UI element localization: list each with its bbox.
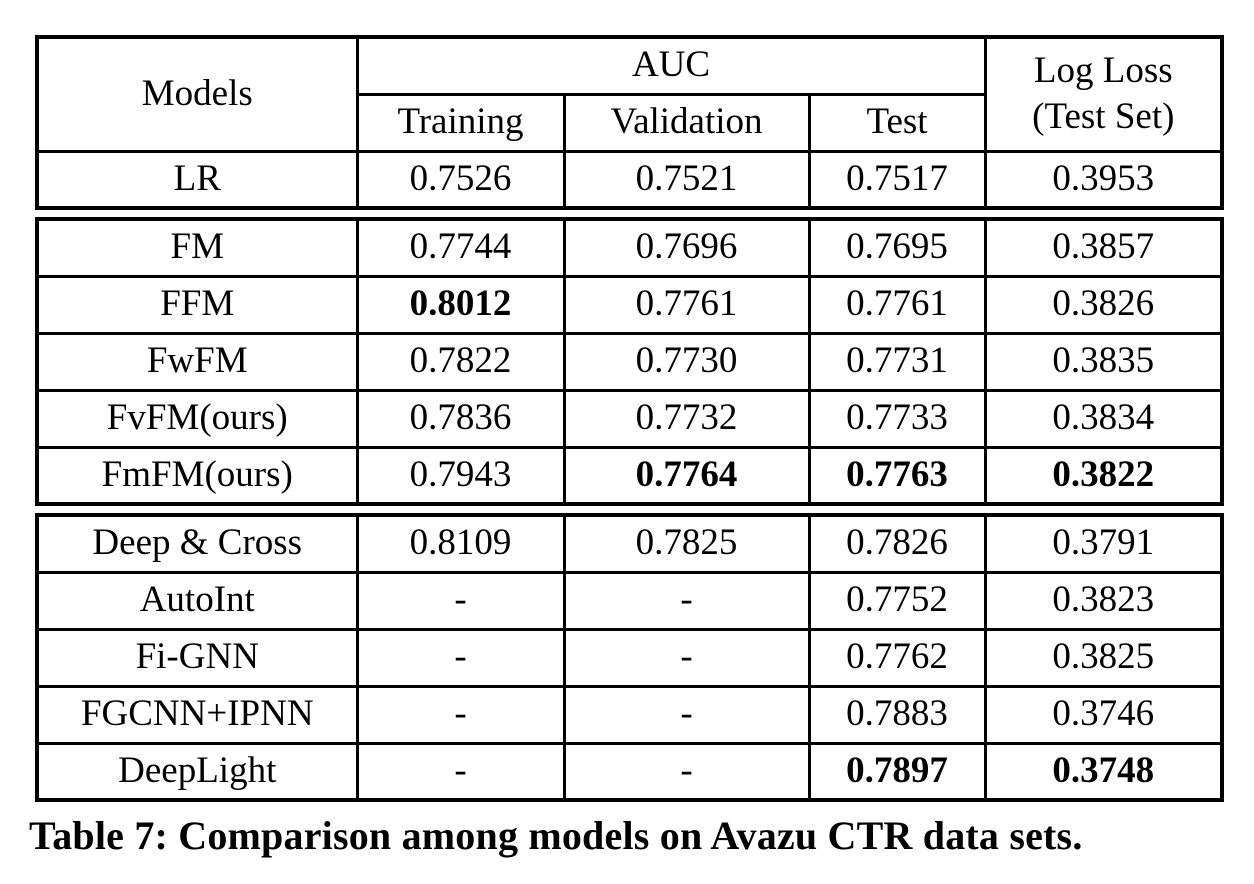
logloss-cell: 0.3823 [983,570,1224,631]
model-cell: FwFM [35,331,359,392]
logloss-cell: 0.3746 [983,684,1224,745]
header-validation: Validation [562,92,811,153]
header-logloss-line1: Log Loss [1033,50,1173,91]
logloss-cell: 0.3953 [983,149,1224,210]
auc-training-cell: 0.7943 [355,445,566,506]
header-auc: AUC [355,35,987,96]
model-cell: FFM [35,274,359,335]
auc-test-cell: 0.7897 [807,741,987,802]
auc-validation-cell: - [562,741,811,802]
logloss-cell: 0.3825 [983,627,1224,688]
auc-validation-cell: - [562,684,811,745]
table-caption: Table 7: Comparison among models on Avaz… [29,813,1083,858]
auc-training-cell: - [355,741,566,802]
table-row: AutoInt - - 0.7752 0.3823 [35,570,1224,631]
table-row: DeepLight - - 0.7897 0.3748 [35,741,1224,802]
auc-test-cell: 0.7763 [807,445,987,506]
logloss-cell: 0.3748 [983,741,1224,802]
model-cell: Deep & Cross [35,513,359,574]
table-row: FvFM(ours) 0.7836 0.7732 0.7733 0.3834 [35,388,1224,449]
auc-test-cell: 0.7731 [807,331,987,392]
auc-training-cell: - [355,570,566,631]
table-row: Fi-GNN - - 0.7762 0.3825 [35,627,1224,688]
auc-validation-cell: 0.7764 [562,445,811,506]
auc-training-cell: 0.7836 [355,388,566,449]
header-row-sub: Training Validation Test [37,92,1222,153]
header-row-top: Models AUC Log Loss (Test Set) [35,35,1224,153]
auc-training-cell: - [355,684,566,745]
model-cell: DeepLight [35,741,359,802]
auc-training-cell: 0.8109 [355,513,566,574]
auc-validation-cell: - [562,570,811,631]
auc-validation-cell: 0.7825 [562,513,811,574]
logloss-cell: 0.3826 [983,274,1224,335]
header-models: Models [35,35,359,153]
auc-validation-cell: 0.7761 [562,274,811,335]
auc-training-cell: 0.7822 [355,331,566,392]
table-row: Deep & Cross 0.8109 0.7825 0.7826 0.3791 [35,513,1224,574]
model-cell: FmFM(ours) [35,445,359,506]
auc-training-cell: 0.7744 [355,217,566,278]
header-logloss-line2: (Test Set) [1032,96,1175,138]
logloss-cell: 0.3857 [983,217,1224,278]
model-cell: FGCNN+IPNN [35,684,359,745]
auc-test-cell: 0.7752 [807,570,987,631]
auc-training-cell: 0.7526 [355,149,566,210]
auc-test-cell: 0.7517 [807,149,987,210]
table-row: LR 0.7526 0.7521 0.7517 0.3953 [35,149,1224,210]
model-cell: LR [35,149,359,210]
auc-validation-cell: - [562,627,811,688]
results-table-deep-section: Deep & Cross 0.8109 0.7825 0.7826 0.3791… [35,513,1224,802]
logloss-cell: 0.3791 [983,513,1224,574]
auc-validation-cell: 0.7732 [562,388,811,449]
auc-test-cell: 0.7762 [807,627,987,688]
model-cell: FM [35,217,359,278]
table-row: FM 0.7744 0.7696 0.7695 0.3857 [35,217,1224,278]
header-logloss: Log Loss (Test Set) [983,35,1224,153]
model-cell: AutoInt [35,570,359,631]
header-training: Training [355,92,566,153]
results-table-fm-section: FM 0.7744 0.7696 0.7695 0.3857 FFM 0.801… [35,217,1224,506]
model-cell: Fi-GNN [35,627,359,688]
logloss-cell: 0.3834 [983,388,1224,449]
table-row: FGCNN+IPNN - - 0.7883 0.3746 [35,684,1224,745]
model-cell: FvFM(ours) [35,388,359,449]
results-table-header-section: Models AUC Log Loss (Test Set) Training … [35,35,1225,210]
paper-table-figure: Models AUC Log Loss (Test Set) Training … [29,35,1225,858]
auc-test-cell: 0.7695 [807,217,987,278]
auc-test-cell: 0.7761 [807,274,987,335]
table-row: FFM 0.8012 0.7761 0.7761 0.3826 [35,274,1224,335]
auc-test-cell: 0.7883 [807,684,987,745]
header-test: Test [807,92,987,153]
auc-test-cell: 0.7826 [807,513,987,574]
logloss-cell: 0.3822 [983,445,1224,506]
auc-validation-cell: 0.7521 [562,149,811,210]
auc-test-cell: 0.7733 [807,388,987,449]
logloss-cell: 0.3835 [983,331,1224,392]
auc-validation-cell: 0.7730 [562,331,811,392]
table-row: FwFM 0.7822 0.7730 0.7731 0.3835 [35,331,1224,392]
auc-validation-cell: 0.7696 [562,217,811,278]
auc-training-cell: 0.8012 [355,274,566,335]
auc-training-cell: - [355,627,566,688]
table-row: FmFM(ours) 0.7943 0.7764 0.7763 0.3822 [35,445,1224,506]
